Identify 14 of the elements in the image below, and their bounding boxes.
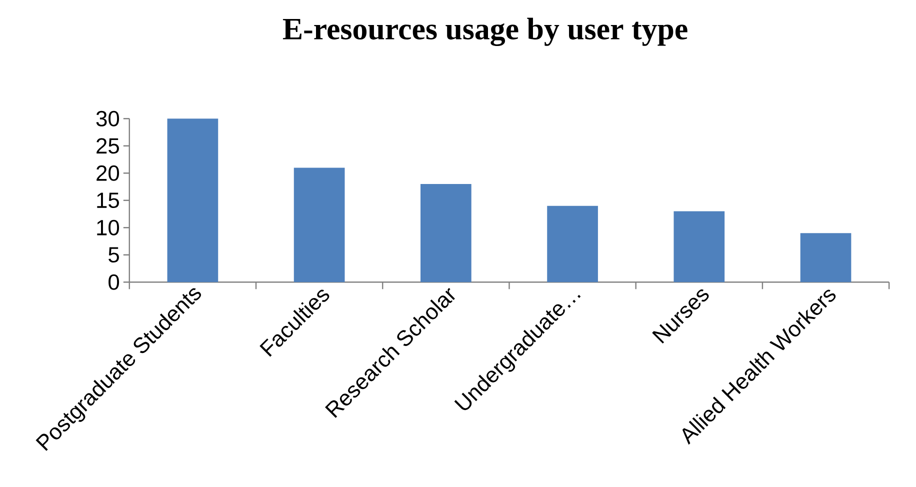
bar [800, 233, 852, 282]
bar [294, 168, 345, 282]
y-tick-label: 25 [96, 138, 119, 154]
y-tick-label: 10 [97, 220, 120, 236]
bar [674, 212, 725, 282]
chart-title: E-resources usage by user type [282, 18, 688, 46]
y-tick-label: 0 [108, 274, 120, 290]
y-tick-label: 30 [96, 111, 120, 127]
bar [547, 206, 598, 282]
y-tick-label: 20 [96, 166, 120, 182]
y-tick-label: 15 [97, 192, 119, 208]
bar [420, 184, 472, 282]
bar [167, 118, 218, 282]
y-tick-label: 5 [108, 247, 119, 263]
